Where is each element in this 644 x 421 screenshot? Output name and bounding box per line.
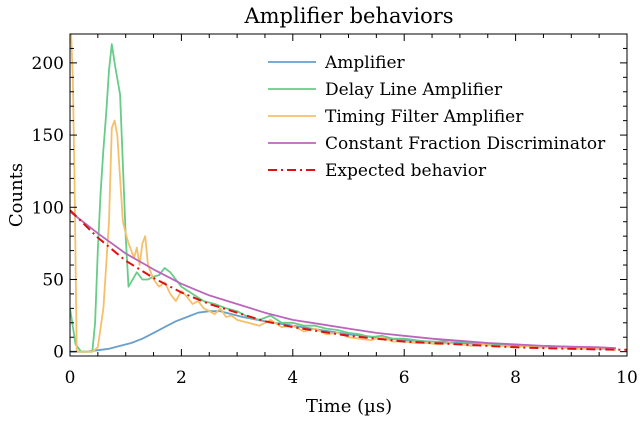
y-axis: 0 50 100 150 200 [32, 33, 627, 363]
legend: Amplifier Delay Line Amplifier Timing Filt… [268, 53, 606, 181]
series-line-5 [70, 209, 627, 351]
x-axis-label: Time (µs) [306, 396, 392, 417]
y-tick-label: 150 [32, 126, 64, 146]
legend-entry: Timing Filter Amplifier [325, 107, 524, 127]
x-tick-label: 6 [399, 368, 410, 388]
y-tick-label: 50 [42, 270, 64, 290]
x-tick-label: 10 [616, 368, 638, 388]
x-tick-label: 2 [176, 368, 187, 388]
legend-entry: Constant Fraction Discriminator [325, 134, 606, 154]
x-tick-label: 0 [65, 368, 76, 388]
legend-entry: Amplifier [324, 53, 406, 73]
y-tick-label: 200 [32, 54, 64, 74]
y-tick-label: 100 [32, 198, 64, 218]
y-tick-label: 0 [53, 343, 64, 363]
x-axis: 0 2 4 6 8 10 [65, 34, 638, 388]
legend-entry: Expected behavior [325, 161, 487, 181]
series-line-4 [70, 210, 616, 349]
legend-entry: Delay Line Amplifier [325, 80, 503, 100]
y-axis-label: Counts [6, 163, 27, 227]
chart-title: Amplifier behaviors [243, 4, 453, 28]
x-tick-label: 8 [510, 368, 521, 388]
x-tick-label: 4 [287, 368, 298, 388]
